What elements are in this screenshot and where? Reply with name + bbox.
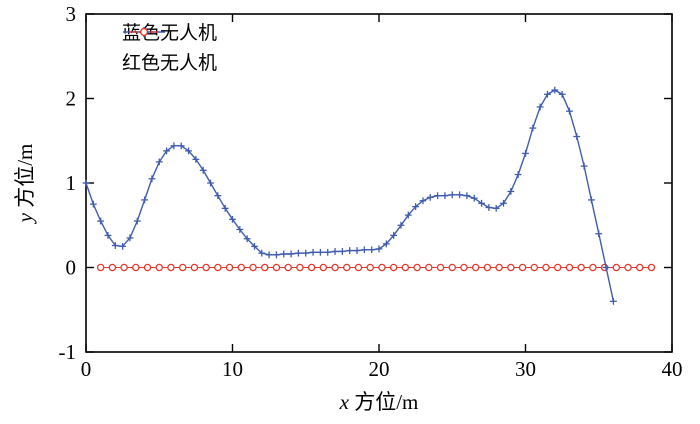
x-tick-label: 30 — [515, 357, 536, 381]
series-red — [96, 263, 656, 272]
legend: 蓝色无人机 红色无人机 — [122, 24, 217, 73]
legend-label-red: 红色无人机 — [122, 53, 218, 74]
x-tick-label: 0 — [81, 357, 92, 381]
x-tick-label: 10 — [222, 357, 243, 381]
legend-item-red: 红色无人机 — [122, 27, 218, 74]
y-tick-label: -1 — [59, 340, 77, 364]
y-axis-label-text: 方位/m — [13, 143, 37, 214]
y-tick-label: 1 — [66, 171, 77, 195]
x-axis-label-variable: x — [339, 390, 349, 414]
x-axis-label-text: 方位/m — [348, 390, 419, 414]
series-blue — [82, 86, 617, 305]
x-tick-label: 20 — [369, 357, 390, 381]
red-circle-marker-icon — [130, 27, 158, 37]
y-tick-label: 2 — [66, 87, 77, 111]
y-tick-label: 3 — [66, 2, 77, 26]
x-tick-label: 40 — [662, 357, 683, 381]
y-axis-label: y 方位/m — [9, 144, 39, 223]
y-tick-label: 0 — [66, 256, 77, 280]
x-axis: 0 10 20 30 40 — [81, 14, 683, 381]
x-axis-label: x 方位/m — [340, 386, 419, 416]
y-axis-label-variable: y — [13, 213, 37, 223]
